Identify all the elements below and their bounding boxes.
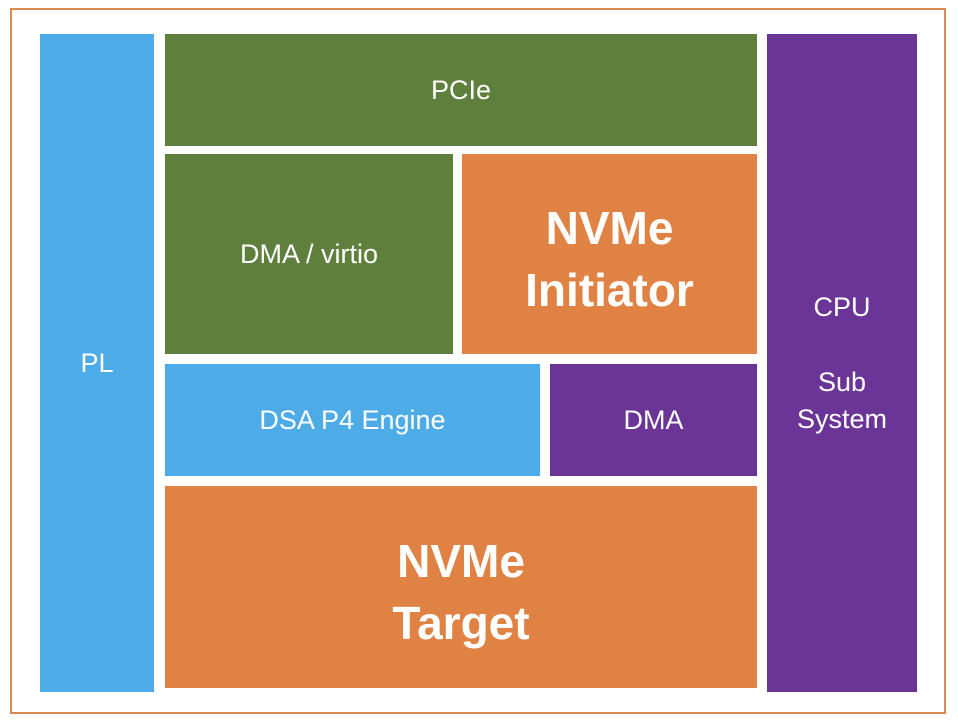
nvme-initiator-block: NVMe Initiator (462, 154, 757, 354)
block-label: DMA (623, 404, 684, 435)
block-label: PL (80, 347, 114, 378)
pcie-block: PCIe (165, 34, 757, 146)
nvme-target-block: NVMe Target (165, 486, 757, 688)
block-label: Initiator (525, 264, 694, 316)
block-label: DSA P4 Engine (259, 404, 446, 435)
block-label: System (796, 403, 888, 434)
block-label: CPU (813, 291, 871, 322)
dsa-p4-engine-block: DSA P4 Engine (165, 364, 540, 476)
dma-block: DMA (550, 364, 757, 476)
pl-block: PL (40, 34, 154, 692)
frame (10, 8, 946, 714)
block-label: PCIe (430, 74, 492, 105)
block-label: DMA / virtio (239, 238, 379, 269)
block-label: Sub (817, 366, 867, 397)
dma-virtio-block: DMA / virtio (165, 154, 453, 354)
block-label: Target (392, 597, 530, 649)
block-label: NVMe (545, 202, 674, 254)
cpu-subsystem-block: CPU Sub System (767, 34, 917, 692)
block-label: NVMe (397, 535, 525, 587)
